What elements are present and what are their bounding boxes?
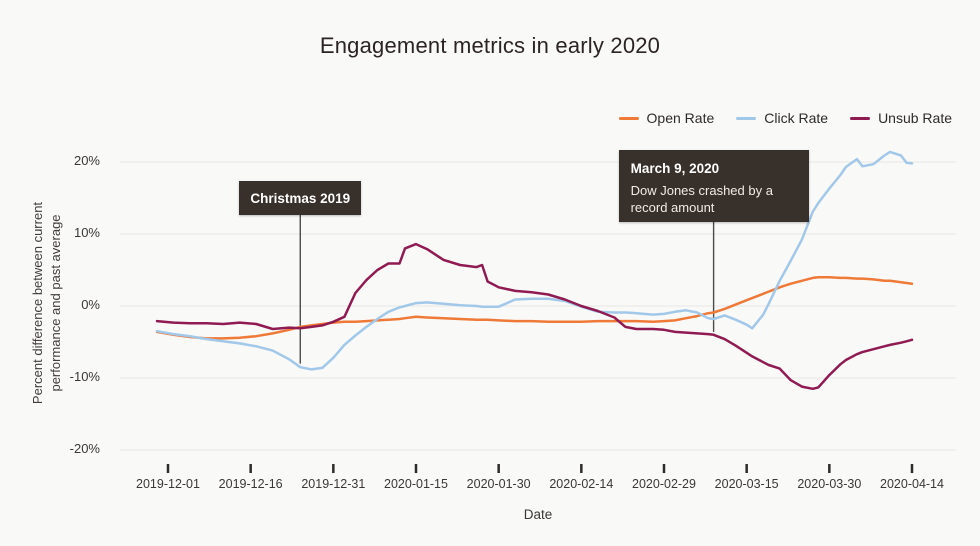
legend: Open Rate Click Rate Unsub Rate <box>618 110 952 126</box>
annotation-march-9-2020: March 9, 2020 Dow Jones crashed by a rec… <box>618 150 809 222</box>
y-tick-label: 10% <box>73 225 100 240</box>
legend-swatch-open-rate <box>618 116 639 120</box>
legend-label-unsub-rate: Unsub Rate <box>878 110 952 126</box>
x-tick-label: 2020-01-15 <box>384 477 448 491</box>
legend-item-click-rate: Click Rate <box>736 110 828 126</box>
legend-item-open-rate: Open Rate <box>618 110 715 126</box>
legend-label-click-rate: Click Rate <box>764 110 829 126</box>
legend-swatch-unsub-rate <box>850 116 871 120</box>
series-line-open-rate <box>155 275 914 340</box>
annotation-title: March 9, 2020 <box>630 161 720 176</box>
annotation-title: Christmas 2019 <box>250 190 351 206</box>
annotation-christmas-2019: Christmas 2019 <box>239 181 362 215</box>
chart-title: Engagement metrics in early 2020 <box>319 33 661 58</box>
x-tick-label: 2019-12-16 <box>218 477 283 491</box>
legend-item-unsub-rate: Unsub Rate <box>850 110 952 126</box>
x-tick-label: 2020-03-15 <box>714 477 779 491</box>
y-tick-label: 20% <box>73 153 100 168</box>
y-tick-label: -10% <box>69 369 100 384</box>
series-line-unsub-rate <box>155 242 914 391</box>
legend-label-open-rate: Open Rate <box>646 110 715 126</box>
x-tick-label: 2020-02-14 <box>549 477 614 491</box>
annotation-body: Dow Jones crashed by a record amount <box>630 183 773 215</box>
x-axis-title: Date <box>523 507 553 522</box>
x-tick-label: 2020-02-29 <box>632 477 696 491</box>
x-tick-label: 2020-03-30 <box>797 477 862 491</box>
x-tick-label: 2019-12-31 <box>301 477 366 491</box>
x-tick-label: 2020-04-14 <box>880 477 944 491</box>
x-tick-label: 2020-01-30 <box>466 477 531 491</box>
y-tick-label: 0% <box>81 297 100 312</box>
legend-swatch-click-rate <box>736 116 757 120</box>
x-tick-label: 2019-12-01 <box>136 477 200 491</box>
y-tick-label: -20% <box>69 441 100 456</box>
